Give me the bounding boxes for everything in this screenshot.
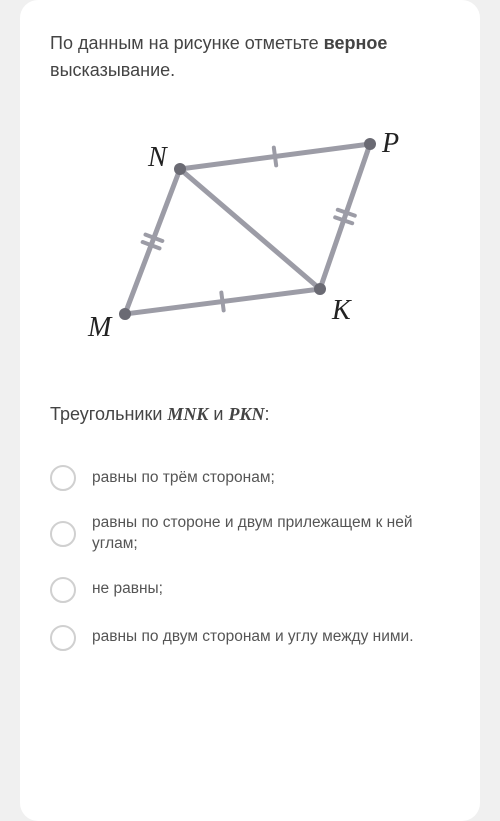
- options-list: равны по трём сторонам; равны по стороне …: [50, 465, 450, 651]
- geometry-diagram: N P K M: [70, 124, 430, 354]
- q-after: :: [264, 404, 269, 424]
- radio-icon[interactable]: [50, 625, 76, 651]
- q-before: Треугольники: [50, 404, 167, 424]
- svg-text:K: K: [331, 295, 352, 326]
- option-label: равны по трём сторонам;: [92, 468, 275, 489]
- radio-icon[interactable]: [50, 465, 76, 491]
- option-label: равны по стороне и двум прилежащем к ней…: [92, 513, 450, 555]
- question-text: Треугольники MNK и PKN:: [50, 404, 450, 425]
- option-0[interactable]: равны по трём сторонам;: [50, 465, 450, 491]
- prompt-before: По данным на рисунке отметьте: [50, 33, 324, 53]
- option-label: не равны;: [92, 579, 163, 600]
- prompt-after: высказывание.: [50, 60, 175, 80]
- prompt-text: По данным на рисунке отметьте верное выс…: [50, 30, 450, 84]
- option-label: равны по двум сторонам и углу между ними…: [92, 627, 414, 648]
- radio-icon[interactable]: [50, 521, 76, 547]
- option-2[interactable]: не равны;: [50, 577, 450, 603]
- option-1[interactable]: равны по стороне и двум прилежащем к ней…: [50, 513, 450, 555]
- q-math1: MNK: [167, 404, 208, 424]
- option-3[interactable]: равны по двум сторонам и углу между ними…: [50, 625, 450, 651]
- question-card: По данным на рисунке отметьте верное выс…: [20, 0, 480, 821]
- q-mid: и: [208, 404, 228, 424]
- q-math2: PKN: [228, 404, 264, 424]
- svg-text:P: P: [381, 128, 399, 159]
- svg-text:N: N: [147, 142, 168, 173]
- diagram-container: N P K M: [50, 124, 450, 354]
- prompt-bold: верное: [324, 33, 388, 53]
- svg-text:M: M: [87, 312, 113, 343]
- radio-icon[interactable]: [50, 577, 76, 603]
